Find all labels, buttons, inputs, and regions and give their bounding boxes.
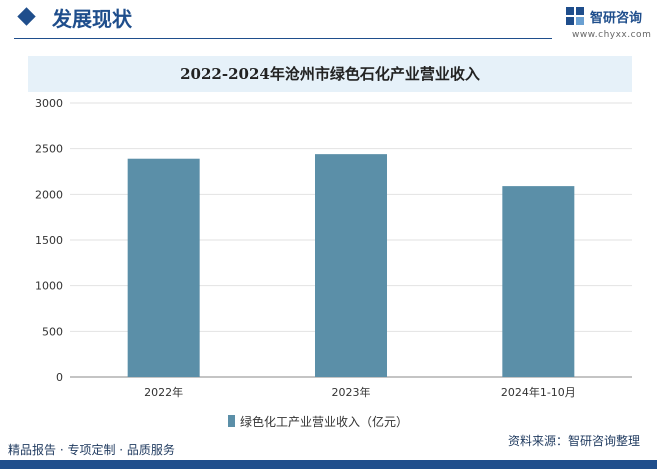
- y-tick-labels: 0 500 1000 1500 2000 2500 3000: [35, 97, 63, 384]
- chart-title-band: 2022-2024年沧州市绿色石化产业营业收入: [28, 56, 632, 92]
- brand-logo-icon: [566, 7, 586, 29]
- x-tick-label: 2024年1-10月: [501, 385, 576, 399]
- bar: [502, 186, 575, 377]
- bar: [127, 158, 200, 377]
- y-tick-label: 1500: [35, 234, 63, 247]
- section-title: 发展现状: [52, 7, 132, 31]
- x-tick-label: 2023年: [332, 385, 371, 399]
- header: 发展现状 智研咨询 www.chyxx.com: [0, 0, 657, 42]
- header-divider: [14, 38, 552, 39]
- footer-tagline: 精品报告 · 专项定制 · 品质服务: [8, 443, 175, 457]
- y-tick-label: 1000: [35, 280, 63, 293]
- x-tick-label: 2022年: [144, 385, 183, 399]
- legend: 绿色化工产业营业收入（亿元）: [228, 414, 408, 429]
- y-tick-label: 0: [56, 371, 63, 384]
- y-tick-label: 2000: [35, 188, 63, 201]
- y-tick-label: 3000: [35, 97, 63, 110]
- y-tick-label: 2500: [35, 143, 63, 156]
- y-tick-label: 500: [42, 325, 63, 338]
- bar: [315, 154, 387, 377]
- legend-swatch: [228, 415, 235, 427]
- bars: [127, 154, 575, 377]
- brand-url: www.chyxx.com: [572, 30, 652, 40]
- legend-label: 绿色化工产业营业收入（亿元）: [240, 414, 408, 429]
- chart-title: 2022-2024年沧州市绿色石化产业营业收入: [180, 65, 480, 83]
- footer: 精品报告 · 专项定制 · 品质服务 资料来源：智研咨询整理: [0, 432, 657, 469]
- footer-bar: [0, 460, 657, 469]
- source-note: 资料来源：智研咨询整理: [508, 434, 641, 448]
- x-tick-labels: 2022年 2023年 2024年1-10月: [144, 385, 576, 399]
- brand-name: 智研咨询: [590, 11, 643, 26]
